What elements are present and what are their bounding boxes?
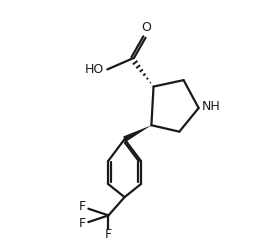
Polygon shape: [123, 125, 151, 142]
Text: O: O: [141, 20, 151, 33]
Text: NH: NH: [202, 101, 221, 113]
Text: F: F: [105, 228, 112, 241]
Text: HO: HO: [84, 63, 103, 76]
Text: F: F: [79, 200, 86, 213]
Text: F: F: [79, 217, 86, 231]
